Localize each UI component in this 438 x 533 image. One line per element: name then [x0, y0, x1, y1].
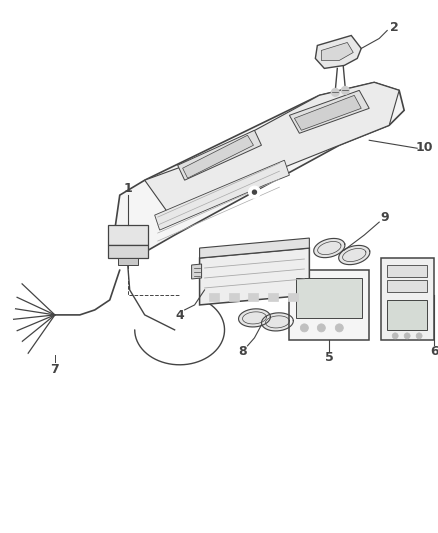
Polygon shape	[297, 278, 362, 318]
Polygon shape	[294, 95, 361, 130]
Polygon shape	[183, 135, 254, 178]
Polygon shape	[387, 280, 427, 292]
Circle shape	[416, 333, 422, 339]
Polygon shape	[200, 248, 309, 305]
Polygon shape	[314, 238, 345, 257]
Circle shape	[404, 333, 410, 339]
Circle shape	[21, 353, 29, 362]
Bar	[208, 293, 219, 301]
Polygon shape	[145, 83, 399, 215]
Polygon shape	[155, 160, 290, 230]
Polygon shape	[115, 83, 404, 255]
Circle shape	[341, 86, 349, 94]
Polygon shape	[290, 270, 369, 340]
Bar	[268, 293, 279, 301]
Polygon shape	[261, 313, 293, 331]
Bar	[229, 293, 239, 301]
Text: 10: 10	[415, 141, 433, 154]
Polygon shape	[387, 265, 427, 277]
Circle shape	[300, 324, 308, 332]
Text: 8: 8	[238, 345, 247, 358]
Circle shape	[248, 186, 261, 198]
Circle shape	[6, 303, 14, 312]
Text: 9: 9	[380, 211, 389, 224]
Polygon shape	[191, 264, 201, 279]
Text: 7: 7	[50, 364, 59, 376]
Polygon shape	[339, 245, 370, 264]
Bar	[248, 293, 258, 301]
Polygon shape	[239, 309, 270, 327]
Text: 6: 6	[430, 345, 438, 358]
Polygon shape	[200, 238, 309, 258]
Text: 1: 1	[124, 182, 132, 195]
Polygon shape	[387, 300, 427, 330]
Circle shape	[4, 316, 12, 325]
Circle shape	[252, 190, 257, 194]
Polygon shape	[321, 43, 353, 60]
Circle shape	[14, 276, 22, 285]
Polygon shape	[118, 258, 138, 265]
Polygon shape	[381, 258, 434, 340]
Circle shape	[14, 341, 22, 349]
Text: 5: 5	[325, 351, 334, 365]
Circle shape	[318, 324, 325, 332]
Polygon shape	[108, 225, 148, 245]
Circle shape	[7, 328, 17, 337]
Circle shape	[7, 290, 17, 300]
Circle shape	[336, 324, 343, 332]
Polygon shape	[290, 91, 369, 133]
Circle shape	[392, 333, 398, 339]
Bar	[288, 293, 298, 301]
Polygon shape	[315, 36, 361, 68]
Polygon shape	[108, 245, 148, 258]
Circle shape	[331, 88, 339, 96]
Polygon shape	[178, 130, 261, 180]
Text: 4: 4	[175, 309, 184, 322]
Text: 2: 2	[390, 21, 399, 34]
